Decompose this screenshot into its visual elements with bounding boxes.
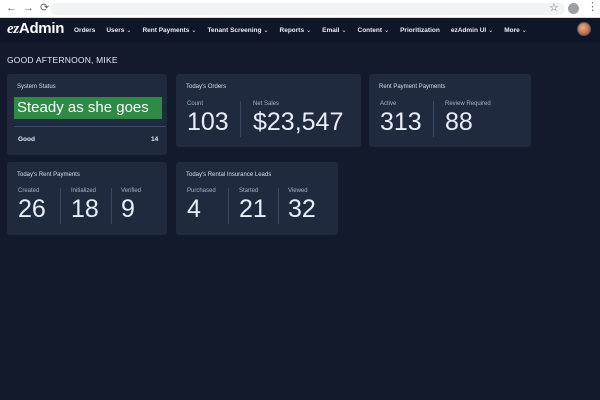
todays-orders-card: Today's Orders [176, 74, 361, 147]
ezadmin-logo[interactable]: ezAdmin [7, 20, 64, 38]
card-title: Today's Rent Payments [17, 172, 80, 178]
metric-divider [111, 188, 112, 224]
metric-label: Active [380, 101, 397, 107]
browser-profile-icon[interactable] [568, 3, 579, 14]
status-divider [14, 126, 166, 127]
metric-divider [228, 188, 229, 224]
nav-item-more[interactable]: More ⌄ [504, 27, 527, 34]
nav-item-content[interactable]: Content ⌄ [358, 27, 390, 34]
metric-label: Review Required [445, 101, 491, 107]
status-count: 14 [151, 136, 159, 143]
logo-prefix: ez [7, 21, 19, 37]
forward-arrow-icon[interactable]: → [23, 2, 34, 14]
reload-icon[interactable]: ⟳ [40, 2, 50, 14]
nav-label: Rent Payments [142, 26, 190, 34]
nav-label: More [504, 26, 520, 34]
metric-value: 18 [71, 195, 99, 223]
metric-value: 21 [239, 195, 267, 223]
nav-item-email[interactable]: Email ⌄ [322, 27, 346, 34]
metric-value: 103 [187, 108, 229, 136]
rental-insurance-leads-card: Today's Rental Insurance Leads [176, 162, 338, 235]
nav-label: Tenant Screening [207, 26, 262, 34]
nav-label: ezAdmin UI [450, 26, 487, 34]
metric-value: $23,547 [253, 108, 344, 136]
browser-toolbar: ← → ⟳ ☆ ⋮ [0, 0, 600, 18]
card-title: Rent Payment Payments [379, 84, 446, 90]
metric-label: Started [239, 188, 259, 194]
chevron-down-icon: ⌄ [126, 27, 132, 34]
card-title: Today's Rental Insurance Leads [186, 172, 272, 178]
metric-divider [433, 101, 434, 137]
metric-divider [240, 101, 241, 137]
metric-value: 9 [121, 195, 135, 223]
status-banner: Steady as she goes [14, 97, 162, 119]
bookmark-star-icon[interactable]: ☆ [549, 2, 559, 14]
nav-label: Orders [74, 26, 96, 34]
metric-label: Count [187, 101, 204, 107]
chevron-down-icon: ⌄ [191, 27, 197, 34]
chevron-down-icon: ⌄ [384, 27, 390, 34]
app-navbar: ezAdmin Orders Users ⌄ Rent Payments ⌄ Ten… [0, 18, 600, 42]
nav-label: Prioritization [400, 26, 440, 34]
nav-label: Email [322, 26, 340, 34]
chevron-down-icon: ⌄ [263, 27, 269, 34]
nav-item-users[interactable]: Users ⌄ [106, 27, 131, 34]
chevron-down-icon: ⌄ [306, 27, 312, 34]
nav-item-rent-payments[interactable]: Rent Payments ⌄ [142, 27, 196, 34]
rent-payment-payments-card: Rent Payment Payments [369, 74, 531, 147]
chevron-down-icon: ⌄ [341, 27, 347, 34]
logo-suffix: Admin [18, 20, 65, 37]
nav-item-orders[interactable]: Orders [74, 27, 95, 34]
card-title: System Status [17, 84, 56, 90]
back-arrow-icon[interactable]: ← [6, 2, 17, 14]
nav-label: Users [106, 26, 125, 34]
status-label: Good [18, 136, 35, 143]
metric-label: Net Sales [253, 101, 280, 107]
metric-label: Initialized [71, 188, 97, 194]
metric-value: 26 [18, 195, 46, 223]
browser-nav-controls: ← → ⟳ [0, 3, 49, 14]
card-title: Today's Orders [186, 84, 227, 90]
metric-value: 4 [187, 195, 201, 223]
metric-label: Viewed [288, 188, 308, 194]
metric-label: Verified [121, 188, 142, 194]
chevron-down-icon: ⌄ [521, 27, 527, 34]
nav-item-prioritization[interactable]: Prioritization [400, 27, 440, 34]
page-greeting: GOOD AFTERNOON, MIKE [7, 55, 118, 65]
metric-divider [278, 188, 279, 224]
nav-item-ezadmin-ui[interactable]: ezAdmin UI ⌄ [451, 27, 493, 34]
main-nav: Orders Users ⌄ Rent Payments ⌄ Tenant Scre… [74, 18, 527, 42]
nav-item-tenant-screening[interactable]: Tenant Screening ⌄ [207, 27, 268, 34]
metric-value: 32 [288, 195, 316, 223]
nav-label: Content [357, 26, 383, 34]
nav-item-reports[interactable]: Reports ⌄ [280, 27, 312, 34]
metric-label: Purchased [187, 188, 216, 194]
todays-rent-payments-card: Today's Rent Payments [7, 162, 167, 235]
address-bar[interactable] [50, 3, 565, 15]
user-avatar[interactable] [577, 22, 591, 36]
metric-label: Created [18, 188, 40, 194]
metric-divider [60, 188, 61, 224]
metric-value: 313 [380, 108, 422, 136]
browser-menu-icon[interactable]: ⋮ [587, 1, 598, 13]
nav-label: Reports [279, 26, 305, 34]
metric-value: 88 [445, 108, 473, 136]
chevron-down-icon: ⌄ [488, 27, 494, 34]
